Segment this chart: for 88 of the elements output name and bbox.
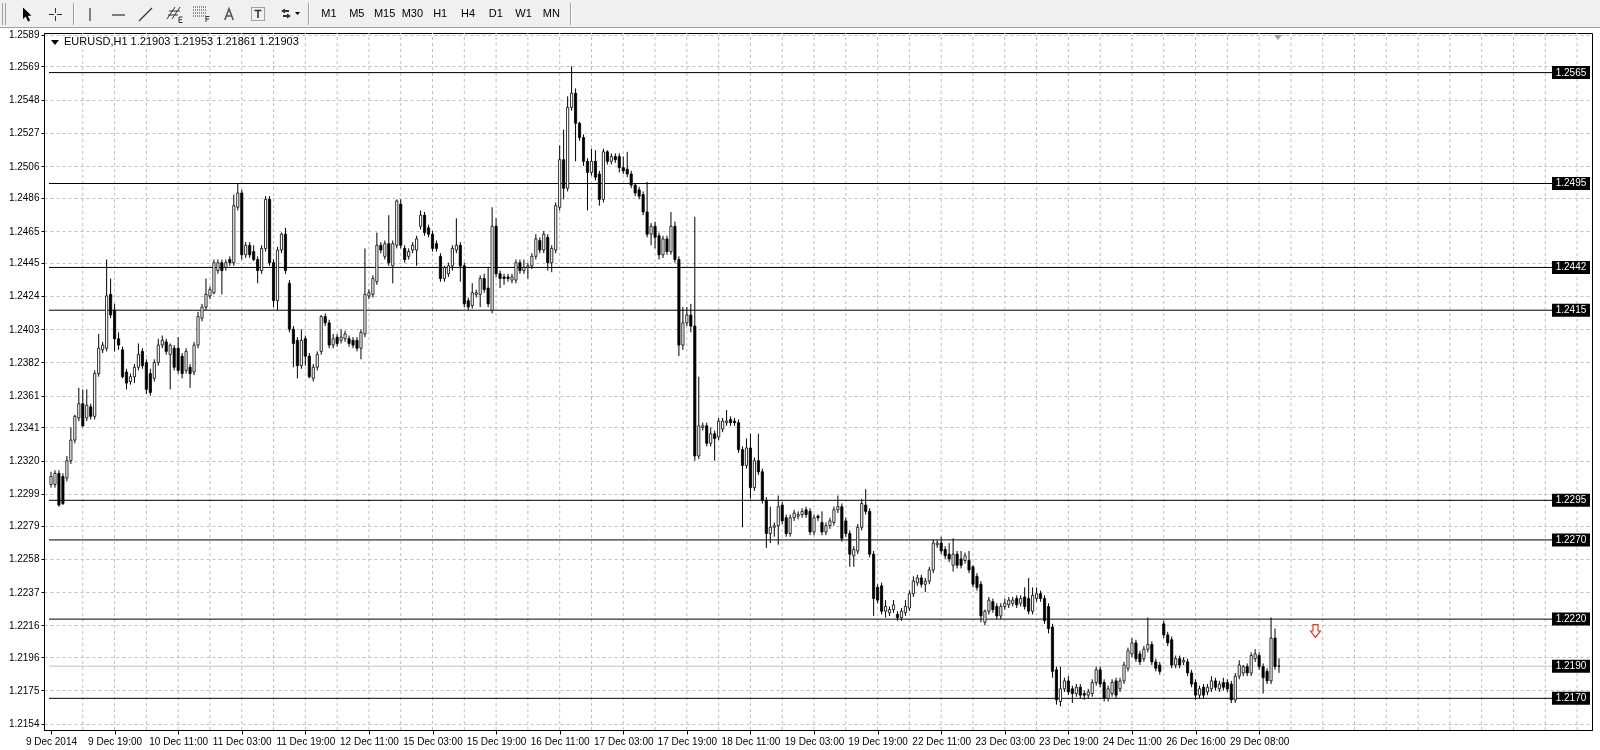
candlestick [502,273,506,286]
y-tick-label: 1.2341 [8,421,40,433]
candlestick [419,209,423,230]
chart-title: EURUSD,H1 1.21903 1.21953 1.21861 1.21903 [64,35,299,47]
y-tick-label: 1.2486 [8,192,40,204]
candlestick [705,422,709,447]
candlestick [800,507,804,519]
candlestick [220,259,224,295]
candlestick [478,274,482,308]
candlestick [506,273,510,283]
candlestick [947,542,951,563]
x-tick-label: 16 Dec 11:00 [530,735,590,747]
x-tick-label: 29 Dec 08:00 [1229,735,1290,747]
candlestick [709,426,713,447]
candlestick [1134,639,1138,663]
candlestick [176,336,180,375]
y-tick-label: 1.2258 [8,553,40,565]
y-tick-label: 1.2527 [8,127,40,139]
x-tick-label: 19 Dec 19:00 [848,735,909,747]
x-tick-label: 23 Dec 03:00 [975,735,1036,747]
candlestick [1023,586,1027,611]
candlestick [81,388,85,428]
ref-line-label: 1.2565 [1555,66,1587,78]
ref-line-label: 1.2495 [1555,177,1587,189]
y-tick-label: 1.2320 [8,455,40,467]
ref-line-label: 1.2220 [1555,613,1587,625]
y-tick-label: 1.2299 [8,488,40,500]
y-tick-label: 1.2279 [8,520,40,532]
toolbar: M1 M5 M15 M30 H1 H4 D1 W1 MN [0,0,1600,28]
candlestick [820,510,824,536]
y-tick-label: 1.2361 [8,390,40,402]
x-tick-label: 9 Dec 19:00 [88,735,143,747]
candlestick [351,336,355,349]
y-tick-label: 1.2175 [8,684,40,696]
y-tick-label: 1.2506 [8,160,40,172]
candlestick [343,330,347,343]
candlestick [347,335,351,348]
x-tick-label: 22 Dec 11:00 [912,735,972,747]
x-tick-label: 9 Dec 2014 [25,735,78,747]
x-tick-label: 11 Dec 03:00 [212,735,273,747]
y-tick-label: 1.2445 [8,257,40,269]
y-tick-label: 1.2548 [8,94,40,106]
y-tick-label: 1.2424 [8,290,40,302]
candlestick [522,259,526,275]
x-tick-label: 12 Dec 11:00 [340,735,400,747]
candlestick [808,507,812,536]
candlestick [617,152,621,173]
candlestick [168,342,172,390]
candlestick [1249,651,1253,677]
y-tick-label: 1.2382 [8,356,40,368]
candlestick [383,240,387,261]
y-tick-label: 1.2216 [8,619,40,631]
x-tick-label: 23 Dec 19:00 [1039,735,1100,747]
candlestick [1031,586,1035,615]
ref-line-label: 1.2415 [1555,304,1587,316]
y-tick-label: 1.2589 [8,29,40,41]
ref-line-label: 1.2190 [1555,660,1587,672]
x-tick-label: 17 Dec 03:00 [594,735,654,747]
ref-line-label: 1.2270 [1555,533,1587,545]
candlestick [423,211,427,237]
x-tick-label: 15 Dec 03:00 [403,735,464,747]
y-tick-label: 1.2465 [8,225,40,237]
candlestick [1066,675,1070,696]
candlestick [589,148,593,177]
y-tick-label: 1.2403 [8,323,40,335]
candlestick [788,514,792,538]
y-tick-label: 1.2154 [8,718,40,730]
candlestick [959,550,963,569]
y-tick-label: 1.2237 [8,586,40,598]
x-tick-label: 15 Dec 19:00 [466,735,527,747]
candlestick [717,417,721,441]
y-tick-label: 1.2569 [8,60,40,72]
ref-line-label: 1.2170 [1555,692,1587,704]
ref-line-label: 1.2295 [1555,494,1587,506]
x-tick-label: 24 Dec 11:00 [1103,735,1163,747]
candlestick [661,235,665,259]
candlestick [339,328,343,344]
x-tick-label: 26 Dec 16:00 [1166,735,1227,747]
x-tick-label: 17 Dec 19:00 [657,735,718,747]
x-tick-label: 11 Dec 19:00 [276,735,336,747]
candlestick [812,514,816,536]
x-tick-label: 19 Dec 03:00 [784,735,845,747]
y-tick-label: 1.2196 [8,651,40,663]
x-tick-label: 18 Dec 11:00 [721,735,781,747]
candlestick [1027,577,1031,615]
candlestick [796,510,800,520]
x-tick-label: 10 Dec 11:00 [149,735,209,747]
ref-line-label: 1.2442 [1555,261,1587,273]
